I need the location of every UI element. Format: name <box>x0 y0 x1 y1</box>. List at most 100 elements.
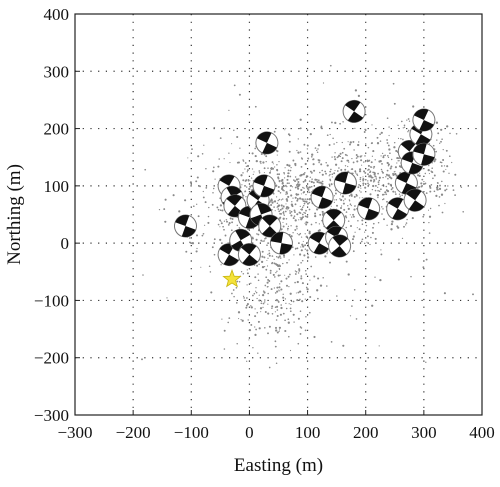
event-point <box>284 129 286 131</box>
event-point <box>249 268 251 270</box>
event-point <box>448 155 451 158</box>
grid-layer <box>75 14 482 415</box>
event-point <box>334 152 336 154</box>
compressional-quadrant <box>342 183 357 194</box>
event-point <box>348 194 351 197</box>
event-point <box>288 182 290 185</box>
event-point <box>246 304 248 307</box>
event-point <box>267 332 269 335</box>
event-point <box>390 223 393 226</box>
event-point <box>381 162 383 165</box>
event-point <box>233 295 235 298</box>
event-point <box>224 234 227 237</box>
event-point <box>258 327 261 330</box>
event-point <box>263 167 266 170</box>
event-point <box>246 284 248 286</box>
event-point <box>287 275 290 278</box>
event-point <box>460 186 463 189</box>
event-point <box>191 242 195 245</box>
event-point <box>330 168 332 171</box>
event-point <box>443 165 446 167</box>
event-point <box>340 168 343 171</box>
event-point <box>371 155 374 157</box>
event-point <box>433 160 436 163</box>
event-point <box>258 299 261 302</box>
event-point <box>299 326 302 328</box>
event-point <box>273 200 277 203</box>
event-point <box>350 193 353 196</box>
compressional-quadrant <box>325 209 342 221</box>
event-point <box>275 255 278 258</box>
event-point <box>299 298 301 301</box>
event-point <box>317 179 320 182</box>
event-point <box>300 246 302 248</box>
event-point <box>408 120 411 122</box>
event-point <box>294 273 297 275</box>
event-point <box>282 211 285 214</box>
event-point <box>397 124 399 127</box>
event-point <box>307 192 309 194</box>
event-point <box>445 168 447 170</box>
event-point <box>438 204 440 207</box>
event-point <box>366 235 369 238</box>
event-point <box>319 181 321 183</box>
event-point <box>290 194 293 197</box>
event-point <box>377 196 379 199</box>
focal-mechanism <box>322 208 346 232</box>
event-point <box>283 206 285 208</box>
event-point <box>251 152 254 155</box>
event-point <box>274 311 276 313</box>
event-point <box>378 190 381 192</box>
event-point <box>191 148 193 151</box>
event-point <box>187 157 189 159</box>
event-point <box>232 289 235 291</box>
event-point <box>342 200 345 202</box>
event-point <box>202 190 204 193</box>
event-point <box>300 188 303 192</box>
event-point <box>302 216 304 219</box>
event-point <box>316 151 319 153</box>
event-point <box>349 203 352 205</box>
event-point <box>260 300 263 302</box>
event-point <box>299 151 302 153</box>
event-point <box>291 201 293 203</box>
compressional-quadrant <box>253 174 268 186</box>
event-point <box>189 181 193 184</box>
event-point <box>261 250 264 253</box>
event-point <box>400 137 402 140</box>
event-point <box>255 238 258 241</box>
event-point <box>247 319 249 321</box>
event-point <box>397 160 399 162</box>
event-point <box>298 233 300 236</box>
event-point <box>357 143 360 147</box>
event-point <box>359 168 362 171</box>
event-point <box>394 193 397 195</box>
event-point <box>306 198 309 201</box>
event-point <box>347 165 349 168</box>
event-point <box>296 280 299 284</box>
event-point <box>295 271 298 273</box>
event-point <box>196 234 198 237</box>
event-point <box>302 186 304 189</box>
event-point <box>356 155 359 158</box>
event-point <box>278 329 281 331</box>
event-point <box>295 247 297 250</box>
event-point <box>356 173 358 175</box>
event-point <box>281 207 284 210</box>
compressional-quadrant <box>400 140 417 152</box>
event-point <box>447 185 449 187</box>
event-point <box>301 243 304 246</box>
event-point <box>283 214 285 216</box>
event-point <box>207 215 210 218</box>
event-point <box>283 177 286 179</box>
event-point <box>300 218 303 221</box>
event-point <box>285 127 287 129</box>
event-point <box>339 155 342 158</box>
event-point <box>387 163 390 166</box>
event-point <box>280 280 283 283</box>
event-point <box>387 182 390 185</box>
event-point <box>392 172 395 175</box>
event-point <box>246 297 248 299</box>
event-point <box>288 140 291 143</box>
event-point <box>378 160 381 163</box>
